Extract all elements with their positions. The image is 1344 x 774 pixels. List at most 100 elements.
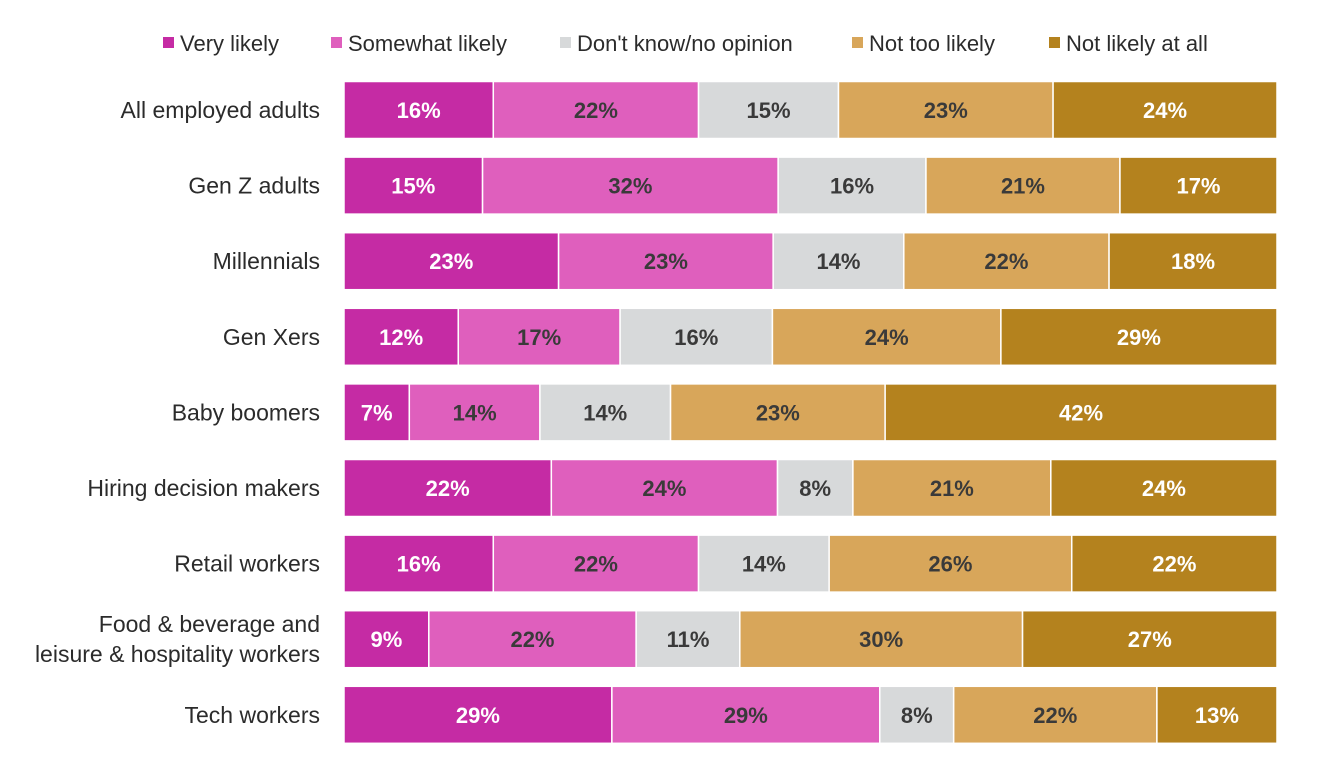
bar-value-label: 14% (742, 552, 786, 577)
bar-segment-not-likely-at-all (1108, 231, 1278, 291)
bar-segment-not-likely-at-all (1021, 609, 1278, 669)
bar-segment-very-likely (343, 156, 484, 215)
bar-segment-don-t-know-no-opinion (776, 458, 854, 518)
bar-segment-not-likely-at-all (1070, 534, 1278, 593)
bar-value-label: 24% (642, 476, 686, 501)
bar-value-label: 17% (517, 325, 561, 350)
bar-segment-very-likely (343, 307, 459, 367)
bar-value-label: 32% (608, 174, 652, 199)
category-label: Hiring decision makers (87, 475, 320, 501)
bar-value-label: 24% (1142, 476, 1186, 501)
bar-value-label: 16% (397, 552, 441, 577)
bar-value-label: 16% (674, 325, 718, 350)
bar-value-label: 21% (930, 476, 974, 501)
bar-segment-don-t-know-no-opinion (539, 383, 672, 442)
category-label: Retail workers (174, 551, 320, 577)
bar-value-label: 23% (429, 249, 473, 274)
bar-segment-somewhat-likely (557, 231, 774, 291)
category-label: leisure & hospitality workers (35, 641, 320, 667)
bar-value-label: 27% (1128, 627, 1172, 652)
bar-segment-not-too-likely (925, 156, 1121, 215)
bar-value-label: 12% (379, 325, 423, 350)
bar-value-label: 23% (644, 249, 688, 274)
bar-segment-somewhat-likely (408, 383, 541, 442)
bar-segment-not-likely-at-all (1052, 80, 1278, 140)
bar-segment-somewhat-likely (428, 609, 637, 669)
bar-segment-not-too-likely (771, 307, 1002, 367)
bar-value-label: 18% (1171, 249, 1215, 274)
bar-segment-don-t-know-no-opinion (697, 80, 840, 140)
bar-value-label: 17% (1176, 174, 1220, 199)
bar-value-label: 22% (1033, 703, 1077, 728)
category-label: All employed adults (121, 97, 320, 123)
bar-value-label: 22% (574, 552, 618, 577)
legend-label-somewhat-likely: Somewhat likely (348, 31, 507, 56)
bar-value-label: 22% (984, 249, 1028, 274)
bar-value-label: 14% (816, 249, 860, 274)
bar-value-label: 14% (453, 400, 497, 425)
bar-segment-don-t-know-no-opinion (619, 307, 774, 367)
legend-label-not-too-likely: Not too likely (869, 31, 995, 56)
bar-value-label: 15% (391, 174, 435, 199)
bar-value-label: 15% (746, 98, 790, 123)
bar-segment-somewhat-likely (492, 80, 700, 140)
legend-swatch-not-likely-at-all (1049, 37, 1060, 48)
bar-value-label: 26% (928, 552, 972, 577)
bar-value-label: 29% (1117, 325, 1161, 350)
bar-value-label: 22% (1152, 552, 1196, 577)
bar-value-label: 9% (371, 627, 403, 652)
bar-value-label: 22% (574, 98, 618, 123)
bar-value-label: 24% (1143, 98, 1187, 123)
bar-value-label: 7% (361, 400, 393, 425)
bar-segment-somewhat-likely (457, 307, 621, 367)
bar-segment-very-likely (343, 80, 495, 140)
bar-value-label: 24% (865, 325, 909, 350)
bar-value-label: 21% (1001, 174, 1045, 199)
legend: Very likely Somewhat likely Don't know/no … (163, 31, 1208, 56)
bars: 16% 22% 15% 23% 24% 15% 32% 16% 21% 17% 23% 23% 14% 2… (343, 80, 1278, 745)
bar-value-label: 29% (456, 703, 500, 728)
legend-swatch-not-too-likely (852, 37, 863, 48)
bar-value-label: 14% (583, 400, 627, 425)
bar-value-label: 8% (901, 703, 933, 728)
bar-segment-not-too-likely (852, 458, 1052, 518)
bar-segment-somewhat-likely (550, 458, 779, 518)
category-label: Gen Xers (223, 324, 320, 350)
bar-value-label: 23% (756, 400, 800, 425)
bar-segment-very-likely (343, 609, 430, 669)
bar-segment-not-too-likely (739, 609, 1024, 669)
bar-segment-don-t-know-no-opinion (879, 685, 955, 745)
bar-segment-very-likely (343, 534, 495, 593)
category-label: Gen Z adults (188, 173, 320, 199)
bar-segment-don-t-know-no-opinion (777, 156, 927, 215)
bar-segment-don-t-know-no-opinion (635, 609, 741, 669)
bar-segment-not-likely-at-all (1119, 156, 1278, 215)
legend-label-don-t-know-no-opinion: Don't know/no opinion (577, 31, 793, 56)
bar-segment-not-likely-at-all (1050, 458, 1278, 518)
category-label: Food & beverage and (99, 611, 320, 637)
bar-segment-not-likely-at-all (1000, 307, 1278, 367)
category-label: Millennials (213, 248, 320, 274)
bar-value-label: 22% (510, 627, 554, 652)
bar-value-label: 16% (397, 98, 441, 123)
bar-value-label: 30% (859, 627, 903, 652)
bar-segment-very-likely (343, 383, 411, 442)
bar-value-label: 29% (724, 703, 768, 728)
bar-value-label: 11% (667, 627, 710, 652)
legend-swatch-don-t-know-no-opinion (560, 37, 571, 48)
category-labels: All employed adults Gen Z adults Millennia… (35, 97, 320, 728)
bar-value-label: 13% (1195, 703, 1239, 728)
legend-swatch-very-likely (163, 37, 174, 48)
bar-segment-don-t-know-no-opinion (772, 231, 905, 291)
bar-segment-somewhat-likely (481, 156, 779, 215)
bar-segment-not-likely-at-all (1156, 685, 1278, 745)
legend-label-not-likely-at-all: Not likely at all (1066, 31, 1208, 56)
bar-value-label: 23% (924, 98, 968, 123)
legend-label-very-likely: Very likely (180, 31, 279, 56)
bar-value-label: 42% (1059, 400, 1103, 425)
bar-segment-not-too-likely (828, 534, 1073, 593)
bar-segment-somewhat-likely (611, 685, 881, 745)
category-label: Tech workers (185, 702, 320, 728)
